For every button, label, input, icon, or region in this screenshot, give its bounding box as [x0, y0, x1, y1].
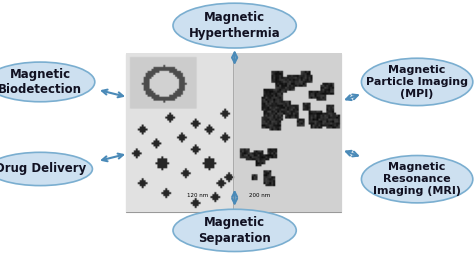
Text: Magnetic
Hyperthermia: Magnetic Hyperthermia: [189, 11, 281, 40]
Text: Magnetic
Separation: Magnetic Separation: [198, 216, 271, 245]
Text: 200 nm: 200 nm: [249, 193, 270, 198]
Ellipse shape: [0, 152, 92, 186]
Text: 120 nm: 120 nm: [187, 193, 209, 198]
Text: Magnetic
Resonance
Imaging (MRI): Magnetic Resonance Imaging (MRI): [373, 162, 461, 196]
FancyBboxPatch shape: [126, 54, 341, 212]
Text: Drug Delivery: Drug Delivery: [0, 163, 86, 175]
Text: Magnetic
Particle Imaging
(MPI): Magnetic Particle Imaging (MPI): [366, 65, 468, 99]
Ellipse shape: [361, 58, 473, 105]
Ellipse shape: [173, 3, 296, 48]
Ellipse shape: [361, 156, 473, 203]
Ellipse shape: [0, 62, 95, 102]
Text: Magnetic
Biodetection: Magnetic Biodetection: [0, 68, 82, 96]
Ellipse shape: [173, 209, 296, 251]
